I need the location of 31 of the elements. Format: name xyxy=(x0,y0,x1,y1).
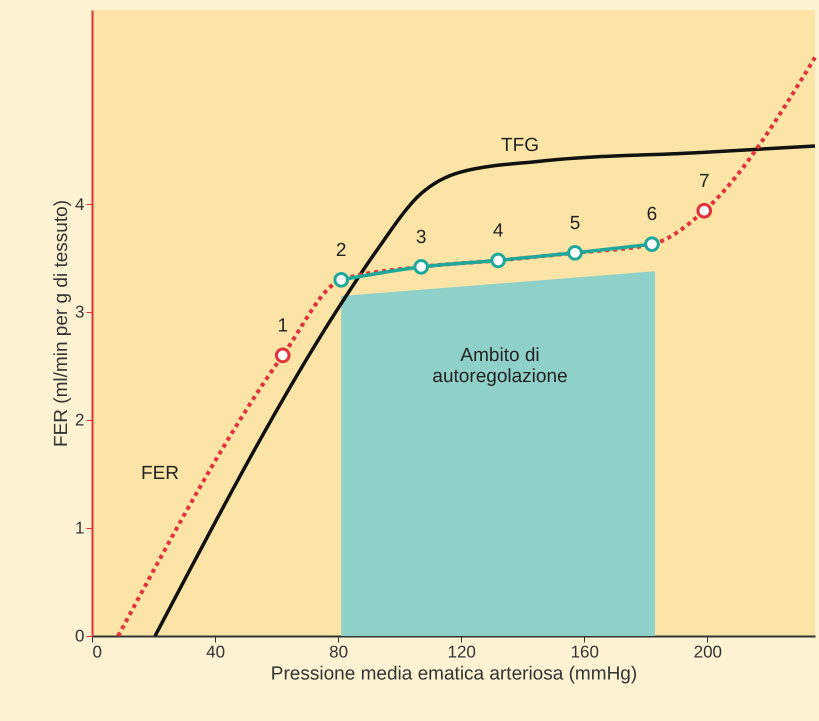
annotation: 2 xyxy=(336,240,346,261)
y-tick-label: 1 xyxy=(75,518,84,538)
annotation: TFG xyxy=(501,135,539,156)
annotation: Ambito di autoregolazione xyxy=(432,345,568,387)
annotation: 6 xyxy=(646,204,658,226)
y-tick-label: 0 xyxy=(75,626,84,646)
y-tick-label: 4 xyxy=(75,194,84,214)
x-tick-label: 160 xyxy=(570,642,599,662)
x-tick-label: 120 xyxy=(448,642,476,662)
point xyxy=(490,252,506,268)
x-tick-label: 0 xyxy=(92,642,102,662)
annotation: 7 xyxy=(698,170,710,192)
x-tick-label: 200 xyxy=(694,642,722,662)
y-tick-label: 2 xyxy=(75,410,84,430)
line-series xyxy=(116,55,817,638)
x-tick-label: 80 xyxy=(329,642,348,662)
annotation: 5 xyxy=(570,212,580,234)
y-axis-title: FER (ml/min per g di tessuto) xyxy=(51,200,72,448)
annotation: 4 xyxy=(492,220,504,242)
point xyxy=(274,348,291,364)
annotation: 1 xyxy=(277,315,288,336)
y-tick-label: 3 xyxy=(75,302,84,322)
annotation: 3 xyxy=(416,226,426,248)
annotation: FER xyxy=(141,463,179,484)
point xyxy=(567,245,583,261)
point xyxy=(644,236,660,252)
point xyxy=(333,272,350,288)
point xyxy=(413,259,430,275)
x-axis-title: Pressione media ematica arteriosa (mmHg) xyxy=(270,664,638,684)
x-tick-label: 40 xyxy=(206,642,226,662)
point xyxy=(696,202,712,219)
